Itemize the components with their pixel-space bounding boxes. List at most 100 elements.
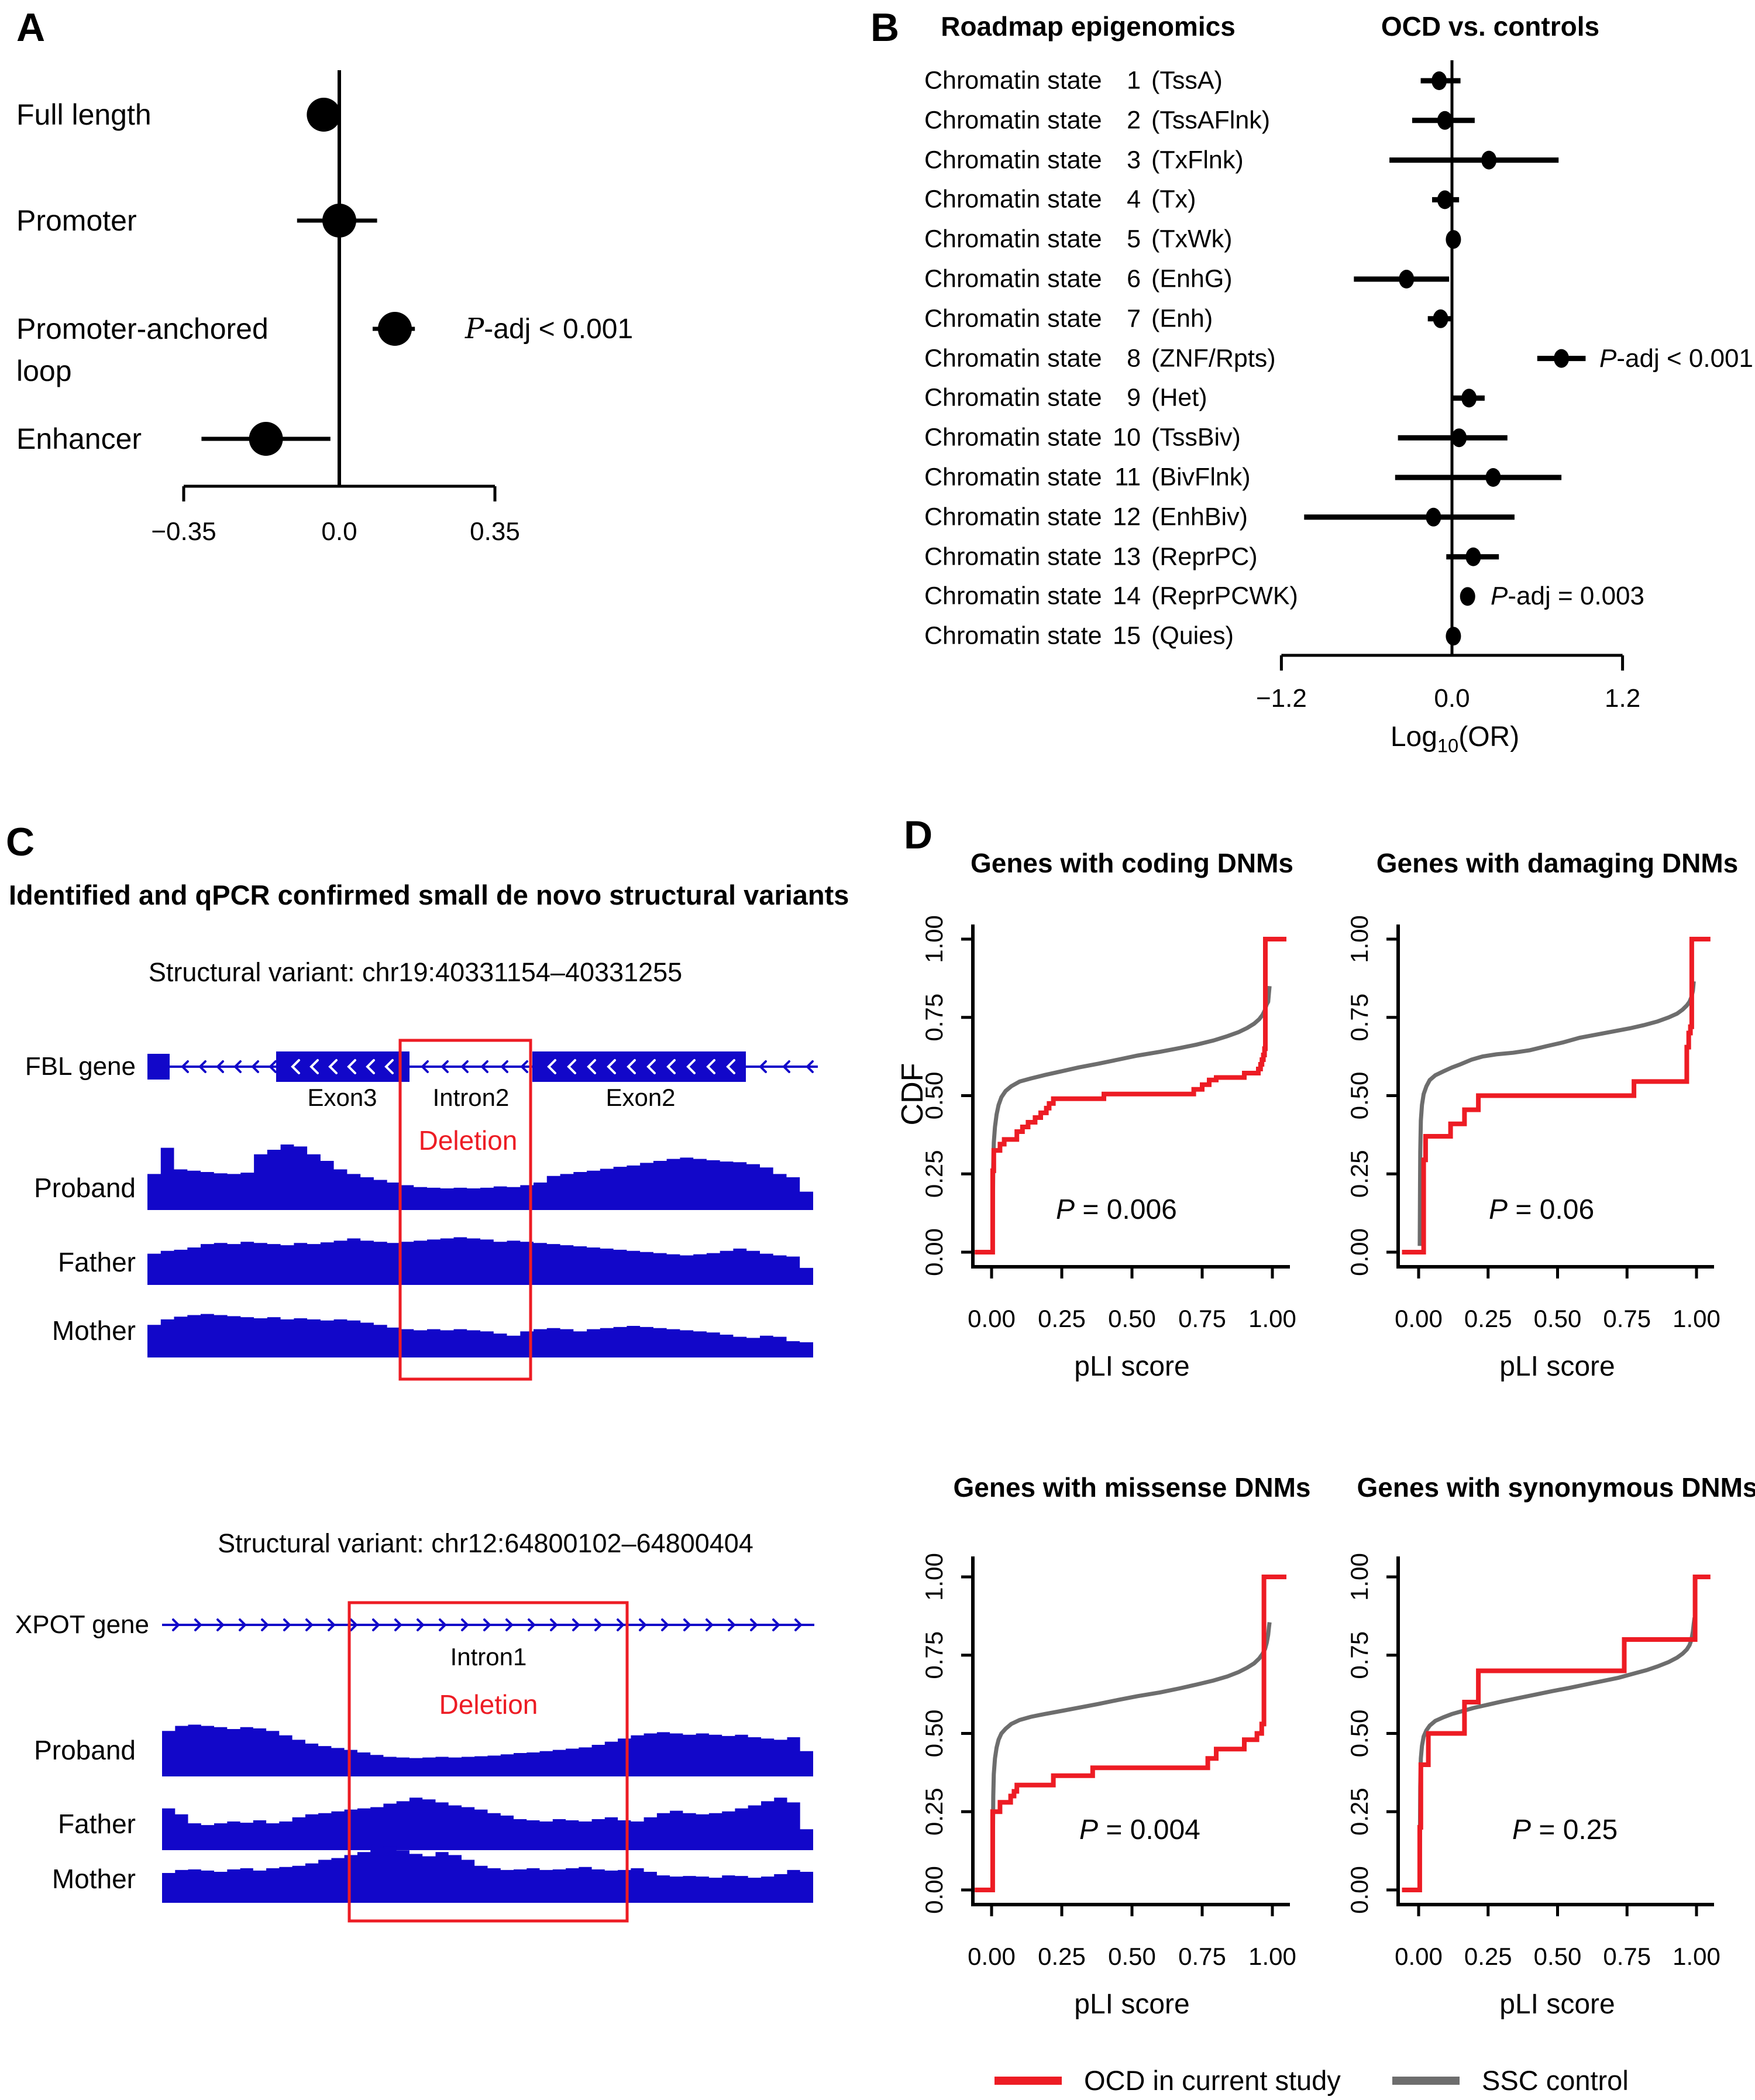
strand-arrow [233,1060,242,1073]
d-plot2-pvalue: P = 0.06 [1489,1194,1594,1226]
panel-c-letter: C [6,820,35,864]
y-tick-label: 0.75 [920,994,948,1042]
forest-row-label: Chromatin state 2 (TssAFlnk) [924,106,1270,135]
x-tick-label: 0.00 [968,1305,1016,1332]
strand-arrow [417,1618,425,1631]
forest-row-label: Chromatin state 1 (TssA) [924,67,1223,95]
strand-arrow [661,1618,669,1631]
forest-row-label: Chromatin state 5 (TxWk) [924,225,1233,254]
exon-strand-arrow [347,1059,356,1074]
exon-strand-arrow [384,1059,394,1074]
row-tag: (EnhG) [1151,264,1233,293]
p-rest: -adj < 0.001 [484,314,634,345]
point [1426,507,1441,527]
ocd-curve [1402,937,1711,1254]
strand-arrow [216,1060,224,1073]
row-tag: (TssAFlnk) [1151,106,1271,135]
x-tick-label: 0.00 [1395,1943,1443,1970]
strand-arrow [350,1618,358,1631]
exon-strand-arrow [607,1059,616,1074]
strand-arrow [394,1618,402,1631]
forest-row-label: Chromatin state 4 (Tx) [924,185,1196,214]
row-tag: (TxFlnk) [1151,146,1244,174]
y-tick-label: 0.00 [920,1228,948,1276]
strand-arrow [750,1618,758,1631]
row-number: 5 [1127,225,1141,253]
point [249,422,283,456]
y-tick-label: 0.50 [920,1072,948,1120]
row-prefix: Chromatin state [924,106,1102,135]
strand-arrow [794,1618,803,1631]
father-coverage [162,1797,813,1850]
strand-arrow [421,1060,429,1073]
ssc-control-curve [990,985,1272,1246]
strand-arrow [461,1618,469,1631]
p-italic: P [465,312,484,345]
father-coverage [147,1237,813,1285]
p-italic: P [1056,1194,1075,1225]
ssc-control-curve [990,1622,1272,1884]
row-tag: (ReprPC) [1151,542,1258,571]
track-label: Mother [51,1864,136,1894]
row-number: 1 [1127,66,1141,95]
row-prefix: Chromatin state [924,503,1102,531]
exon-strand-arrow [291,1059,300,1074]
point [1437,190,1453,209]
ssc-control-curve [1417,1617,1697,1884]
variant2-subtitle: Structural variant: chr12:64800102–64800… [218,1528,753,1558]
strand-arrow [239,1618,247,1631]
axis [971,924,1290,1269]
variant1-region-intron2: Intron2 [432,1084,510,1111]
legend-item-ocd: OCD in current study [994,2064,1341,2096]
x-tick-label: 0.0 [321,517,357,546]
d-plot1: 0.00 0.25 0.50 0.75 1.00 0.00 0.25 0.50 0.75 1.00 [920,915,1296,1332]
x-tick-label: 0.50 [1108,1305,1156,1332]
row-prefix: Chromatin state [924,304,1102,333]
proband-coverage [162,1724,813,1776]
point [1399,270,1415,288]
y-tick-label: 0.25 [1346,1150,1373,1198]
d-plot2: 0.00 0.25 0.50 0.75 1.00 0.00 0.25 0.50 0.75 1.00 [1346,915,1720,1332]
ocd-curve [975,937,1286,1254]
p-rest: = 0.06 [1508,1194,1595,1225]
strand-arrow [617,1618,625,1631]
d-plot3-xlabel: pLI score [1074,1989,1190,2020]
d-plot3-pvalue: P = 0.004 [1079,1814,1200,1846]
strand-arrow [706,1618,714,1631]
strand-arrow [181,1060,189,1073]
row-tag: (Tx) [1151,185,1196,214]
row-number: 9 [1127,383,1141,412]
row-number: 10 [1113,423,1141,452]
row-prefix: Chromatin state [924,344,1102,373]
deletion-box [398,1039,532,1381]
strand-arrow [505,1618,514,1631]
point [322,204,356,238]
strand-arrow [328,1618,336,1631]
x-tick-label: 0.25 [1038,1305,1086,1332]
row-tag: (EnhBiv) [1151,503,1248,531]
forest-row-label: Chromatin state 7 (Enh) [924,304,1213,333]
y-tick-label: 1.00 [1346,915,1373,963]
row-tag: (Het) [1151,383,1207,412]
x-tick-label: 1.00 [1248,1305,1296,1332]
axis [1396,924,1714,1269]
strand-arrow [460,1060,469,1073]
x-tick-label: 0.75 [1178,1305,1226,1332]
x-tick-label: 0.25 [1464,1943,1512,1970]
variant1-region-exon2: Exon2 [605,1084,676,1111]
strand-arrow [683,1618,691,1631]
strand-arrow [480,1060,488,1073]
panel-a-plot: −0.35 0.0 0.35 [151,70,520,546]
point [307,98,341,132]
d-plot2-title: Genes with damaging DNMs [1376,848,1739,878]
row-number: 6 [1127,264,1141,293]
x-tick-label: 0.25 [1038,1943,1086,1970]
strand-arrow [500,1060,508,1073]
x-tick-label: 0.00 [968,1943,1016,1970]
legend-line-gray [1392,2076,1460,2085]
y-tick-label: 0.00 [1346,1228,1373,1276]
point [1446,230,1461,249]
row-prefix: Chromatin state [924,582,1102,610]
deletion-box [347,1601,629,1923]
p-italic: P [1491,582,1508,610]
